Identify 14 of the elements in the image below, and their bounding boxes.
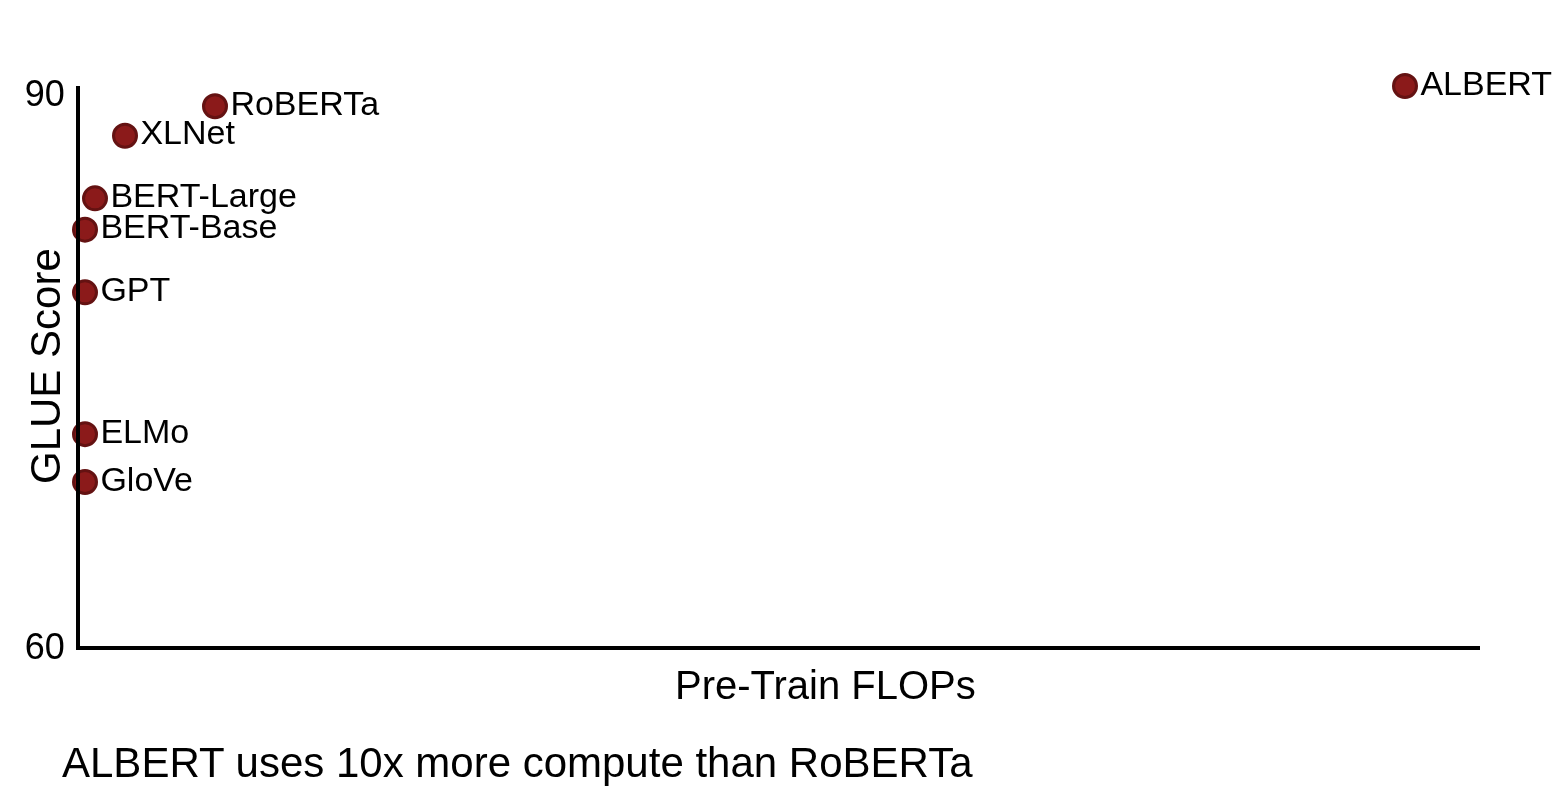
point xyxy=(202,93,228,120)
point xyxy=(82,185,108,212)
series-label: GloVe xyxy=(100,459,193,498)
y-axis-title: GLUE Score xyxy=(22,248,69,484)
text: ALBERT uses 10x more compute than RoBERTa xyxy=(62,739,974,786)
point xyxy=(1392,73,1418,99)
y-tick-label: 60 xyxy=(24,625,65,667)
y-tick-label: 90 xyxy=(24,72,65,114)
point xyxy=(112,122,138,149)
series-label: ELMo xyxy=(100,411,190,450)
series-label: RoBERTa xyxy=(230,83,380,122)
series-label: GPT xyxy=(100,269,171,308)
x-axis-title: Pre-Train FLOPs xyxy=(675,663,976,707)
series-label: ALBERT xyxy=(1420,63,1553,102)
